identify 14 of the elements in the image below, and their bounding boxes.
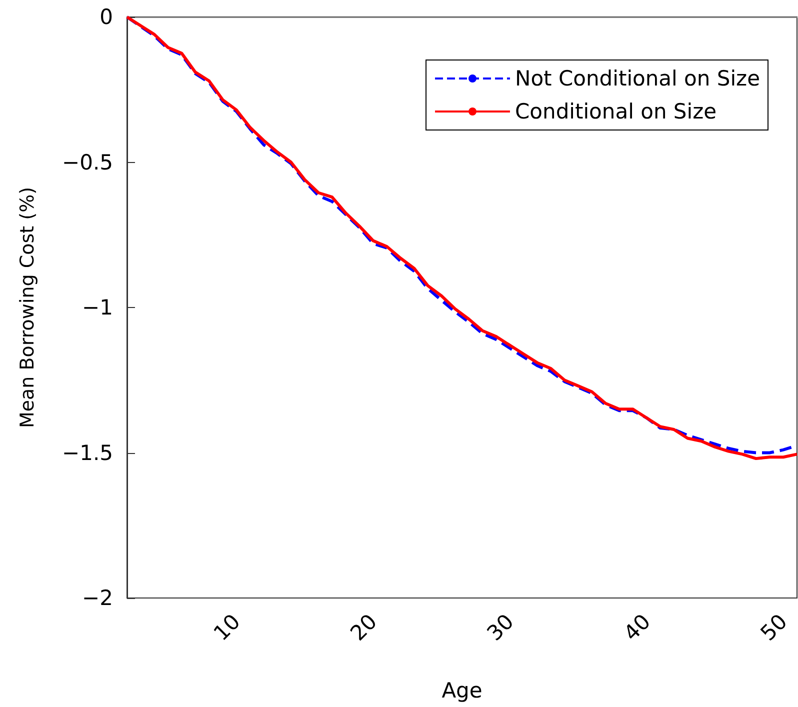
y-tick-label: 0 bbox=[100, 5, 113, 29]
legend-label: Conditional on Size bbox=[515, 100, 717, 124]
y-axis-title: Mean Borrowing Cost (%) bbox=[16, 186, 38, 428]
y-tick-label: −0.5 bbox=[62, 150, 113, 174]
y-tick-label: −1.5 bbox=[62, 440, 113, 465]
y-tick-label: −1 bbox=[82, 296, 113, 320]
x-tick-label: 40 bbox=[619, 610, 656, 646]
x-tick-label: 20 bbox=[346, 610, 382, 646]
x-tick-label: 50 bbox=[756, 610, 792, 646]
legend-label: Not Conditional on Size bbox=[515, 66, 760, 90]
y-tick-label: −2 bbox=[82, 586, 113, 610]
x-axis-title: Age bbox=[442, 678, 482, 702]
x-tick-label: 10 bbox=[209, 610, 245, 646]
x-tick-label: 30 bbox=[482, 610, 518, 646]
